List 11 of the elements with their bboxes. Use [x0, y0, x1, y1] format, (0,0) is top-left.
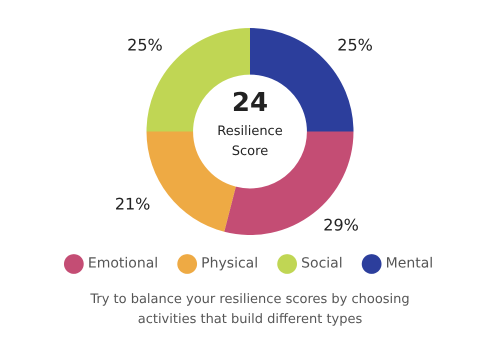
legend-label: Social [301, 256, 343, 272]
data-label: 21% [114, 194, 150, 214]
data-label: 25% [127, 36, 163, 55]
text: Try to balance your resilience scores by choosing activities that build different types [90, 291, 410, 329]
legend-label: Mental [386, 256, 434, 272]
legend-label: Physical [201, 256, 258, 272]
data-label: 25% [337, 36, 373, 55]
data-label: 29% [323, 216, 359, 235]
text: 24 [230, 88, 270, 118]
legend-label: Emotional [88, 256, 158, 272]
text: Resilience Score [216, 123, 284, 161]
